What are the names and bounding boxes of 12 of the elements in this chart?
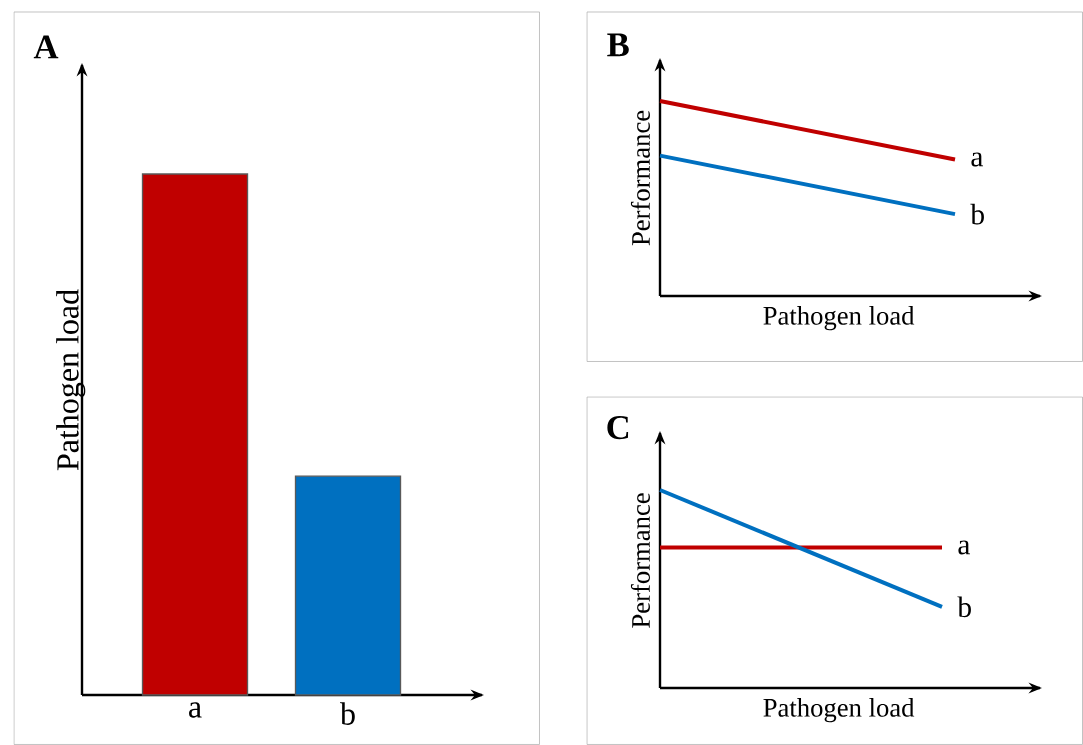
series-label: a <box>971 152 984 167</box>
x-axis-title: Pathogen load <box>763 698 915 723</box>
y-axis-title: Pathogen load <box>56 289 86 471</box>
series-label: a <box>958 540 971 555</box>
y-axis-title: Performance <box>630 493 650 628</box>
chart-title: C <box>607 415 629 440</box>
chart-title: B <box>607 33 629 57</box>
chart-title: A <box>33 35 59 59</box>
series-label: b <box>957 596 971 618</box>
x-axis-title: Pathogen load <box>763 306 915 331</box>
y-axis-title: Performance <box>630 110 650 246</box>
series-label: b <box>970 203 984 225</box>
